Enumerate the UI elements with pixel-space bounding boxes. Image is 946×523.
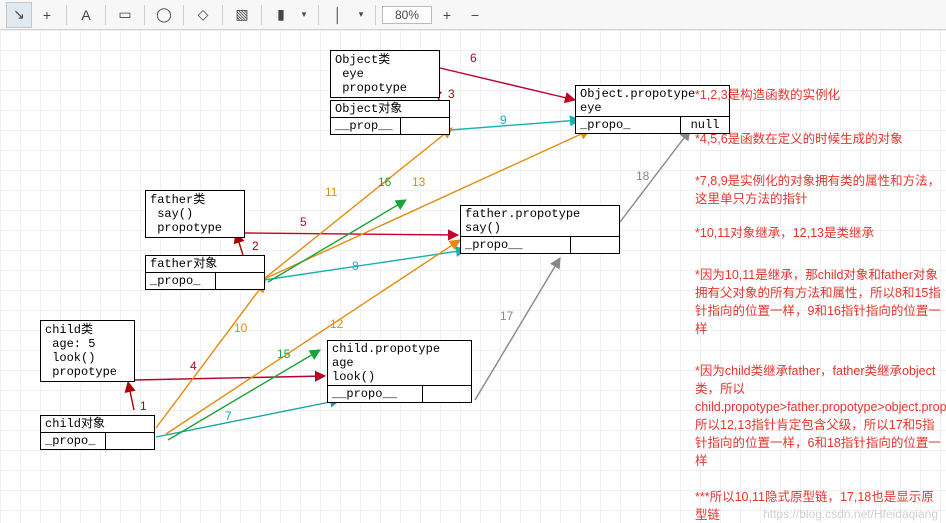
note-text: *7,8,9是实例化的对象拥有类的属性和方法，这里单只方法的指针 [695,172,945,208]
box-child_class[interactable]: child类 age: 5 look() propotype [40,320,135,382]
edge-e11 [265,128,452,278]
tool-line-dropdown[interactable]: ▾ [353,2,369,28]
tool-plus[interactable]: + [34,2,60,28]
toolbar-sep-8 [375,5,376,25]
box-father_proto[interactable]: father.propotype say()_propo__ [460,205,620,254]
zoom-in-button[interactable]: + [434,2,460,28]
note-text: *4,5,6是函数在定义的时候生成的对象 [695,130,945,148]
toolbar-sep-5 [222,5,223,25]
toolbar-sep-6 [261,5,262,25]
diagram-canvas[interactable]: 1234567891011121315161718 Object类 eye pr… [0,30,946,523]
edge-label-e9: 9 [500,113,507,127]
edge-e6 [440,68,575,100]
edge-e5 [245,233,458,235]
tool-diamond[interactable]: ◇ [190,2,216,28]
edge-label-e4: 4 [190,359,197,373]
edge-label-e10: 10 [234,321,248,335]
edge-label-e1: 1 [140,399,147,413]
edge-e15 [168,350,320,440]
note-text: *因为child类继承father，father类继承object类，所以chi… [695,362,945,470]
edge-label-e3: 3 [448,87,455,101]
box-child_obj[interactable]: child对象_propo_ [40,415,155,450]
toolbar-sep-4 [183,5,184,25]
box-father_class[interactable]: father类 say() propotype [145,190,245,238]
edge-e18 [620,130,690,222]
edge-label-e5: 5 [300,215,307,229]
edge-e10 [156,282,265,428]
edge-e7 [156,400,340,437]
edge-label-e11: 11 [325,185,338,199]
tool-fill-dropdown[interactable]: ▾ [296,2,312,28]
note-text: *因为10,11是继承，那child对象和father对象拥有父对象的所有方法和… [695,266,945,338]
edge-e4 [135,376,325,380]
edge-e17 [475,258,560,400]
zoom-out-button[interactable]: − [462,2,488,28]
tool-fill[interactable]: ▮ [268,2,294,28]
tool-image[interactable]: ▧ [229,2,255,28]
edge-label-e16: 16 [378,175,392,189]
edge-label-e8: 8 [352,259,359,273]
toolbar-sep-7 [318,5,319,25]
edge-e1 [128,382,134,410]
edge-label-e17: 17 [500,309,514,323]
toolbar-sep-2 [105,5,106,25]
box-object_obj[interactable]: Object对象__prop__ [330,100,450,135]
box-child_proto[interactable]: child.propotype age look()__propo__ [327,340,472,403]
edge-label-e13: 13 [412,175,426,189]
toolbar-sep-1 [66,5,67,25]
note-text: *1,2,3是构造函数的实例化 [695,86,945,104]
edge-label-e6: 6 [470,51,477,65]
edge-label-e7: 7 [225,409,232,423]
tool-line[interactable]: │ [325,2,351,28]
tool-rect[interactable]: ▭ [112,2,138,28]
zoom-input[interactable]: 80% [382,6,432,24]
edge-label-e12: 12 [330,317,344,331]
edge-e16 [268,200,406,282]
toolbar-sep-3 [144,5,145,25]
tool-arrow[interactable]: ↘ [6,2,32,28]
edge-label-e18: 18 [636,169,650,183]
toolbar: ↘ + A ▭ ◯ ◇ ▧ ▮ ▾ │ ▾ 80% + − [0,0,946,30]
tool-circle[interactable]: ◯ [151,2,177,28]
watermark: https://blog.csdn.net/Hfeidaqiang [763,507,938,521]
edge-e8 [264,250,466,280]
edge-label-e2: 2 [252,239,259,253]
box-object_class[interactable]: Object类 eye propotype [330,50,440,98]
edge-label-e15: 15 [277,347,291,361]
note-text: *10,11对象继承，12,13是类继承 [695,224,945,242]
tool-text[interactable]: A [73,2,99,28]
box-father_obj[interactable]: father对象_propo_ [145,255,265,290]
edge-e9 [450,120,580,130]
